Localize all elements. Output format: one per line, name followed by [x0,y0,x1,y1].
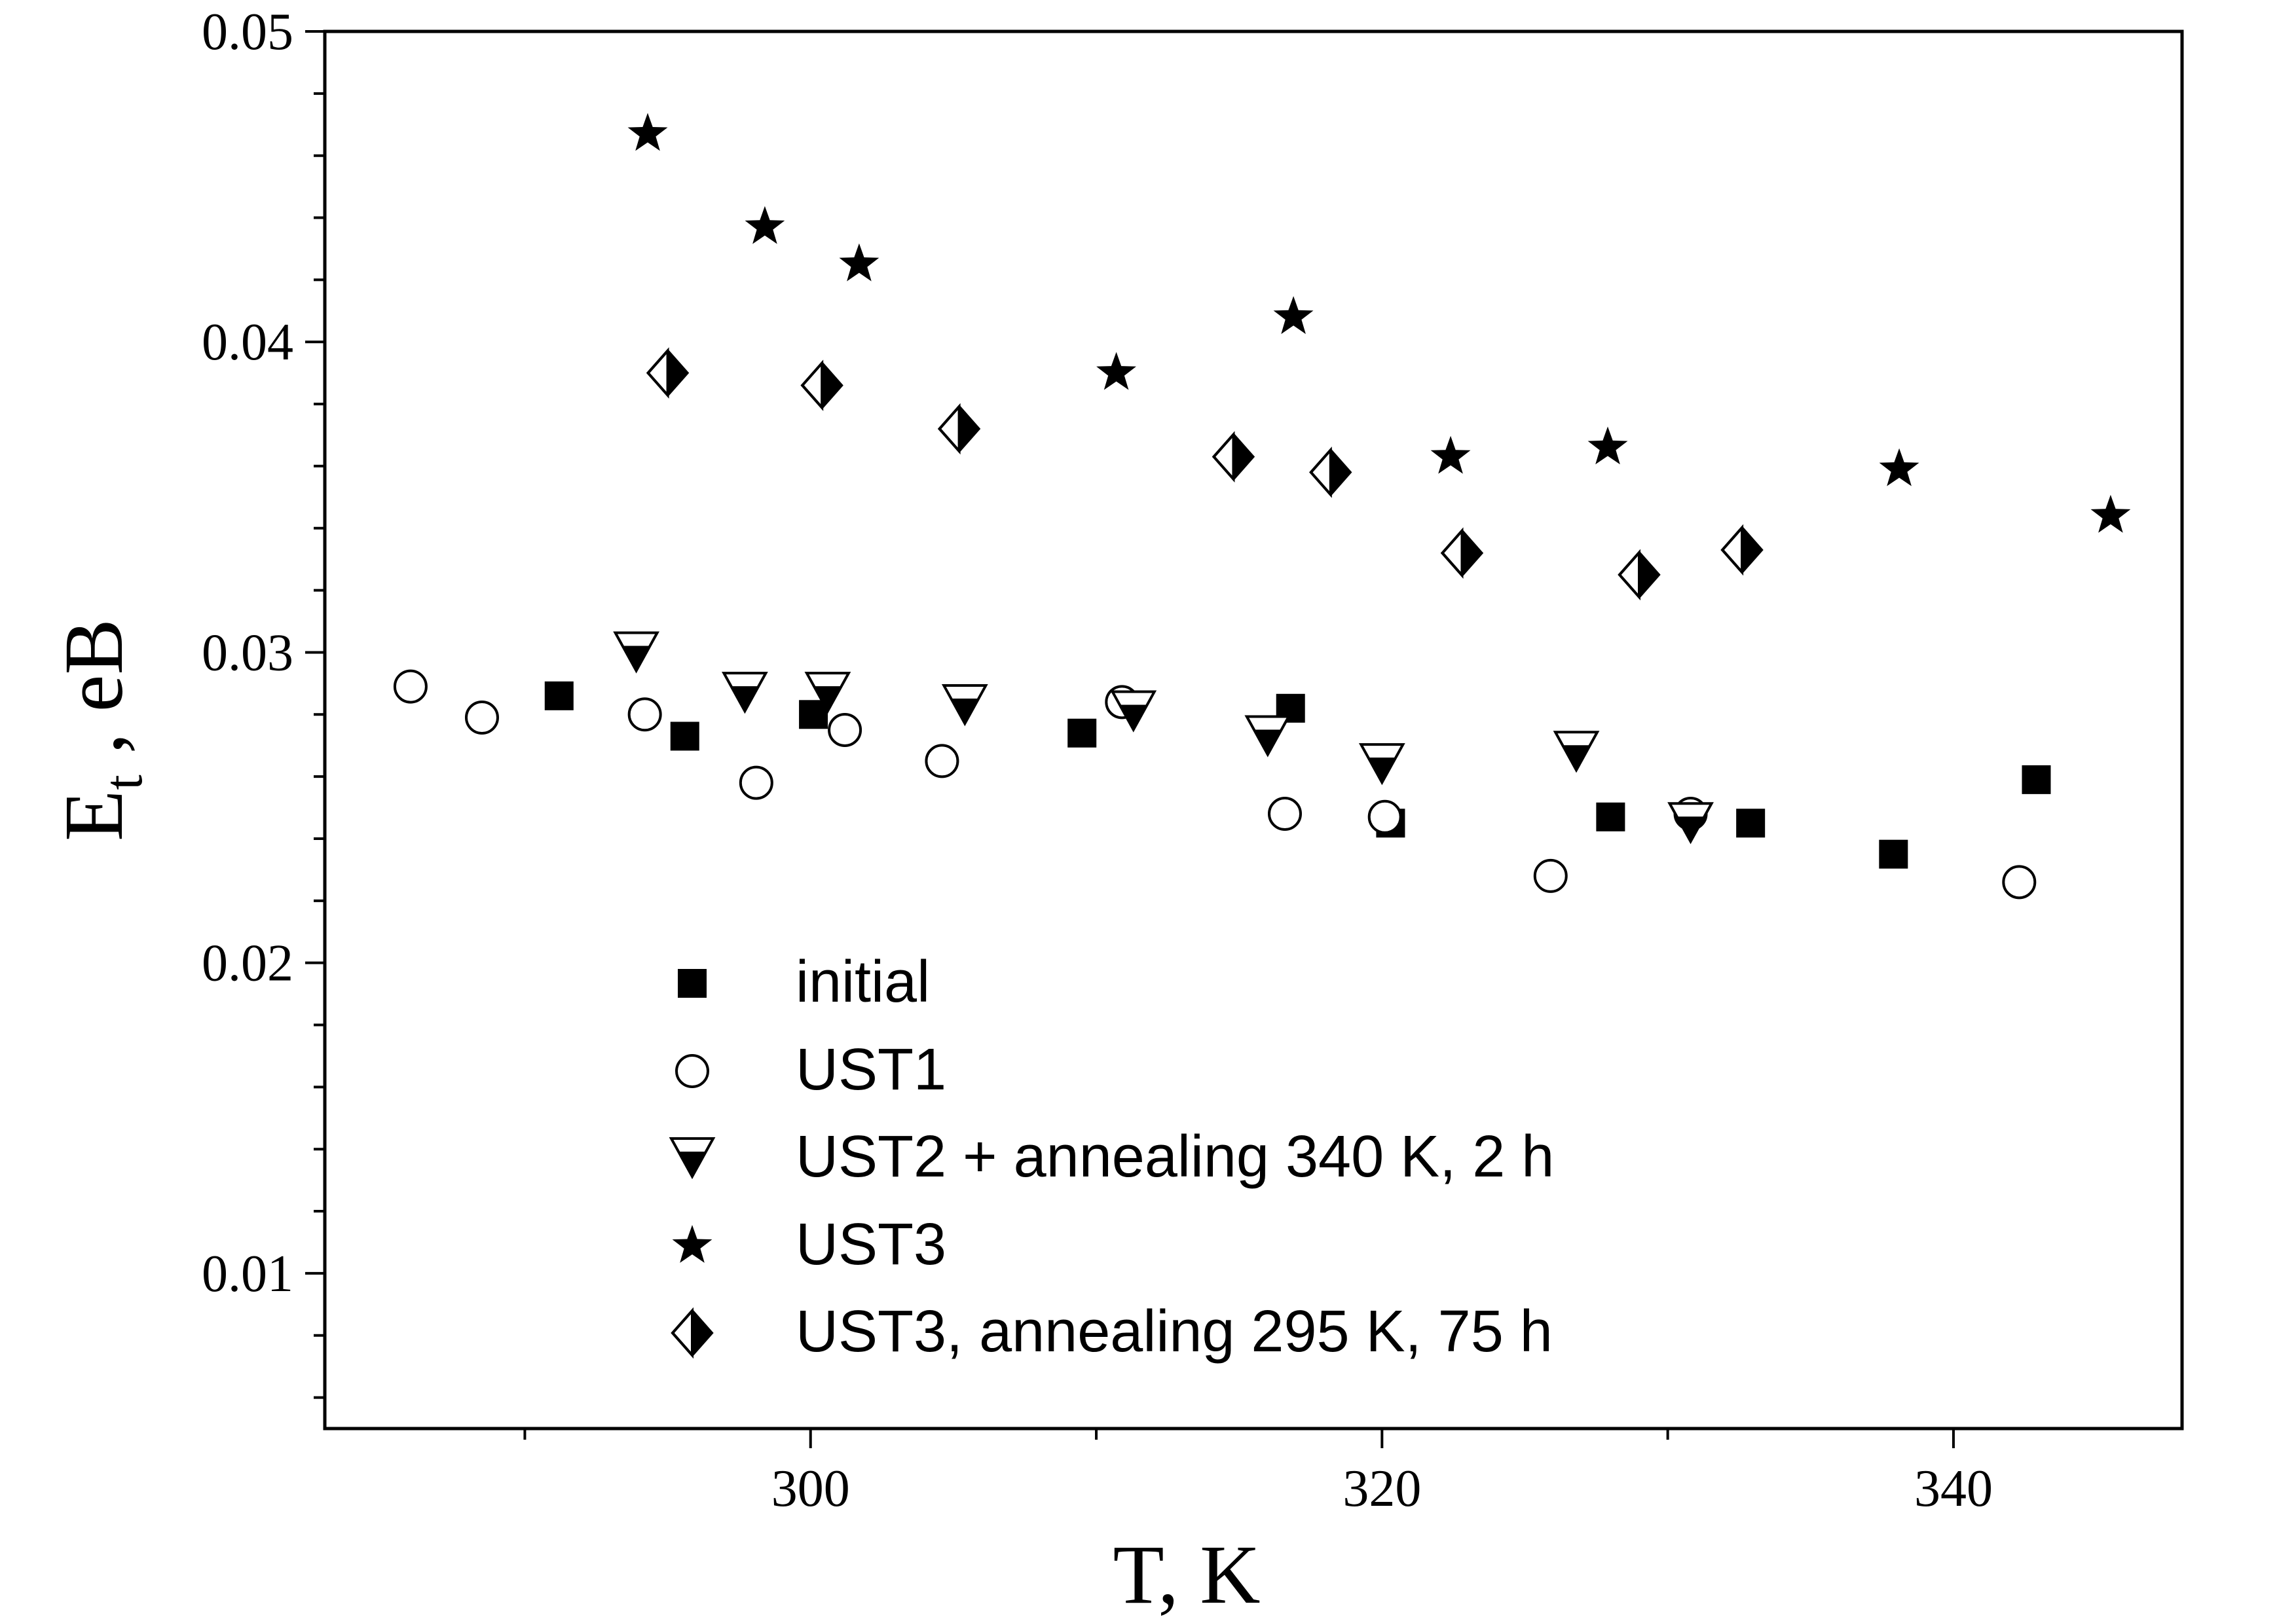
data-point-half-diamond [646,347,690,399]
data-point-open-circle [1267,797,1302,831]
data-point-half-triangle [721,672,768,714]
axis-ticks [305,30,1955,1448]
data-point-half-triangle [1110,690,1157,733]
y-axis-title-main: E [47,790,140,841]
data-point-open-circle [2002,865,2037,900]
data-point-half-triangle [1358,743,1405,786]
data-point-filled-square [544,681,574,710]
data-point-open-circle [393,669,428,704]
x-tick-label: 320 [1342,1460,1421,1518]
data-point-filled-square [1067,718,1097,748]
y-tick-label: 0.04 [202,314,293,371]
y-tick-label: 0.05 [202,3,293,61]
data-point-half-triangle [1667,802,1714,845]
y-axis-title-rest: , eB [47,619,140,775]
legend-marker-half-triangle [669,1137,716,1180]
data-point-half-diamond [1309,447,1352,498]
legend-marker-half-diamond [671,1307,714,1359]
legend-label-ust3-annealed: UST3, annealing 295 K, 75 h [796,1299,1553,1364]
legend-marker-open-circle [675,1054,709,1088]
data-point-half-triangle [941,684,988,727]
data-point-half-diamond [1212,431,1255,483]
legend-markers [669,969,716,1359]
data-point-open-circle [1533,858,1568,893]
y-tick-label: 0.01 [202,1245,293,1303]
data-point-half-triangle [1553,731,1600,773]
legend-label-ust3: UST3 [796,1212,946,1277]
data-point-open-circle [739,765,773,800]
data-point-half-triangle [804,672,851,714]
data-point-open-circle [464,701,499,735]
data-point-star [627,113,668,151]
y-axis-title-subscript: t [93,775,154,790]
data-point-star [1587,426,1628,465]
y-tick-labels: 0.01 0.02 0.03 0.04 0.05 [202,3,293,1303]
data-point-star [1273,296,1314,335]
data-point-open-circle [925,744,959,778]
x-tick-label: 340 [1914,1460,1993,1518]
data-point-filled-square [1879,839,1908,869]
data-point-half-diamond [937,403,981,455]
x-tick-labels: 300 320 340 [771,1460,1993,1518]
data-point-half-triangle [613,631,659,674]
data-point-filled-square [1596,802,1625,831]
y-tick-label: 0.02 [202,935,293,993]
legend-marker-star [672,1225,713,1263]
legend-label-ust1: UST1 [796,1037,946,1103]
data-point-half-diamond [1440,527,1484,579]
data-point-star [1879,448,1919,486]
data-point-open-circle [1367,799,1402,834]
data-point-open-circle [828,713,862,747]
data-point-star [745,206,785,244]
data-point-half-diamond [800,359,843,411]
x-tick-label: 300 [771,1460,850,1518]
data-points [393,113,2131,900]
data-point-half-diamond [1720,524,1764,576]
y-tick-label: 0.03 [202,624,293,682]
legend-marker-filled-square [678,969,707,998]
data-point-star [2090,494,2131,533]
data-point-filled-square [1736,809,1766,838]
legend-label-ust2: UST2 + annealing 340 K, 2 h [796,1124,1554,1190]
data-point-open-circle [627,697,662,732]
plot-area [323,29,2184,1431]
data-point-star [1430,435,1471,474]
data-point-filled-square [670,721,699,751]
data-point-half-triangle [1244,715,1291,757]
data-point-star [1096,352,1136,390]
y-axis-title: Et , eB [47,619,154,841]
legend-label-initial: initial [796,949,930,1015]
data-point-filled-square [2022,765,2051,794]
data-point-star [839,243,880,282]
x-axis-title: T, K [1113,1528,1260,1621]
data-point-half-diamond [1618,549,1661,601]
legend: initial UST1 UST2 + annealing 340 K, 2 h… [669,949,1554,1364]
